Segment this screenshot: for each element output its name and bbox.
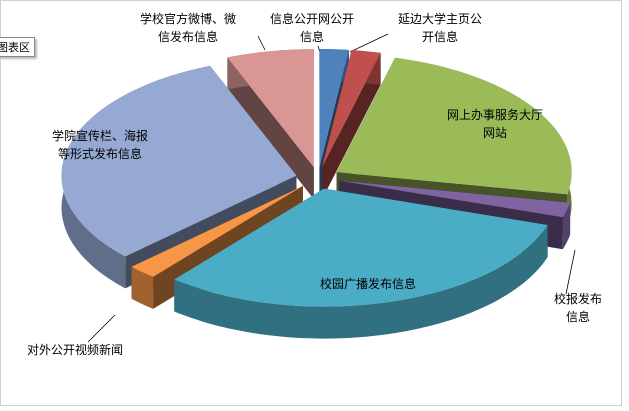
slice — [131, 186, 303, 277]
slice-label: 校报发布信息 — [553, 292, 602, 324]
slice — [319, 49, 349, 167]
leader-line — [565, 249, 576, 295]
slice-label: 对外公开视频新闻 — [26, 343, 124, 357]
chart-frame — [0, 0, 622, 406]
slice — [61, 65, 297, 257]
slice-label: 学校官方微博、微 信发布信息 — [139, 12, 237, 44]
slice-label: 延边大学主页公 开信息 — [397, 12, 483, 44]
slice-label: 信息公开网公开 信息 — [269, 12, 355, 44]
slice-label: 网上办事服务大厅 网站 — [446, 108, 544, 140]
slice-side — [131, 186, 303, 299]
slice-wall — [562, 202, 571, 250]
slice — [336, 57, 572, 195]
slice-label: 学院宣传栏、海报 等形式发布信息 — [51, 129, 149, 161]
slice-side — [227, 57, 314, 200]
slice — [322, 50, 381, 168]
slice-label: 校园广播发布信息 — [319, 277, 417, 291]
leader-line — [87, 314, 116, 343]
slice — [227, 49, 314, 168]
slice-side — [322, 52, 381, 200]
leader-line — [349, 33, 389, 53]
tooltip: 图表区 — [0, 37, 35, 57]
leader-line — [257, 35, 266, 51]
slice — [339, 180, 571, 218]
slice-wall — [174, 225, 548, 339]
slice — [174, 188, 548, 307]
slice-wall — [131, 266, 154, 309]
